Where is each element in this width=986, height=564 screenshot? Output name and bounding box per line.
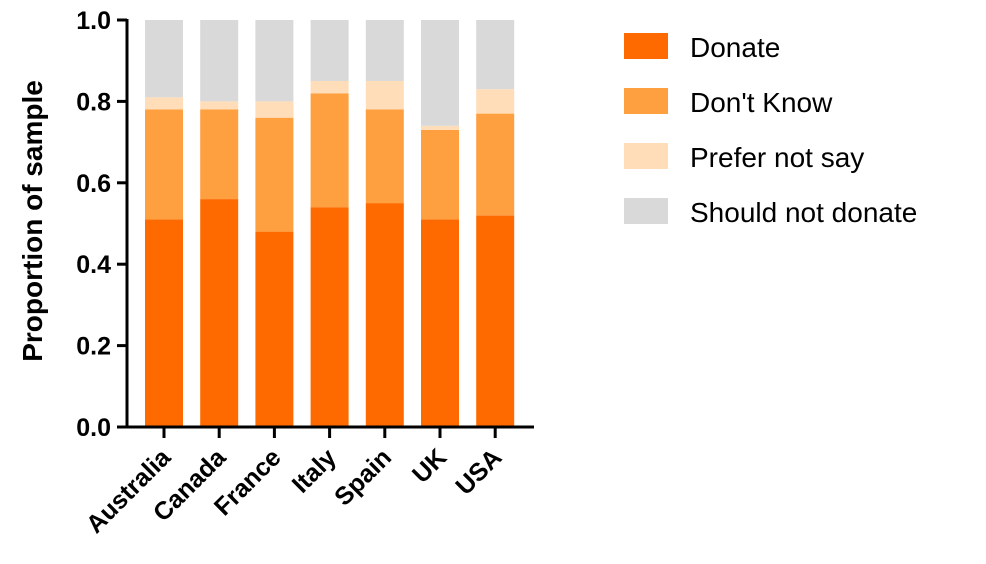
legend-item: Should not donate	[624, 197, 917, 228]
legend-swatch	[624, 143, 668, 169]
y-tick-label: 0.8	[76, 88, 111, 116]
bar-uk-series-2	[421, 125, 459, 130]
legend-label: Don't Know	[690, 87, 833, 118]
y-tick-label: 0.4	[76, 251, 111, 279]
bar-italy-series-1	[310, 93, 349, 208]
legend: Donate Don't Know Prefer not say Should not…	[624, 32, 917, 228]
bars-layer	[145, 20, 515, 427]
legend-label: Donate	[690, 32, 780, 63]
bar-italy-series-2	[310, 81, 349, 94]
legend-item: Prefer not say	[624, 142, 864, 173]
bar-france-series-3	[255, 20, 294, 102]
y-tick-label: 0.2	[76, 333, 111, 361]
bar-usa-series-0	[476, 215, 515, 427]
bar-australia-series-0	[145, 219, 183, 427]
bar-canada-series-3	[200, 20, 239, 102]
legend-item: Donate	[624, 32, 780, 63]
bar-spain-series-3	[365, 20, 404, 81]
bar-uk-series-1	[421, 129, 459, 220]
bar-italy-series-0	[310, 207, 349, 427]
bar-spain-series-0	[365, 203, 404, 427]
y-tick-label: 0.0	[76, 414, 111, 442]
bar-spain-series-1	[365, 109, 404, 204]
bar-usa-series-2	[476, 89, 515, 114]
x-tick-label-australia: Australia	[81, 443, 177, 539]
bar-canada-series-0	[200, 199, 239, 427]
bar-usa-series-3	[476, 20, 515, 90]
y-tick-label: 0.6	[76, 170, 111, 198]
x-tick-label-usa: USA	[450, 443, 507, 500]
bar-australia-series-3	[145, 20, 183, 98]
legend-label: Prefer not say	[690, 142, 864, 173]
bar-australia-series-2	[145, 97, 183, 110]
y-axis-title: Proportion of sample	[17, 80, 48, 362]
x-tick-label-uk: UK	[407, 443, 452, 488]
bar-usa-series-1	[476, 113, 515, 216]
legend-swatch	[624, 33, 668, 59]
bar-italy-series-3	[310, 20, 349, 81]
legend-item: Don't Know	[624, 87, 833, 118]
bar-france-series-2	[255, 101, 294, 118]
bar-uk-series-3	[421, 20, 459, 126]
bar-canada-series-2	[200, 101, 239, 110]
bar-france-series-1	[255, 117, 294, 232]
bar-spain-series-2	[365, 81, 404, 110]
bar-uk-series-0	[421, 219, 459, 427]
y-tick-label: 1.0	[76, 7, 111, 35]
bar-australia-series-1	[145, 109, 183, 220]
legend-label: Should not donate	[690, 197, 917, 228]
bar-canada-series-1	[200, 109, 239, 199]
legend-swatch	[624, 88, 668, 114]
bar-france-series-0	[255, 231, 294, 427]
legend-swatch	[624, 198, 668, 224]
x-tick-label-spain: Spain	[329, 443, 397, 511]
